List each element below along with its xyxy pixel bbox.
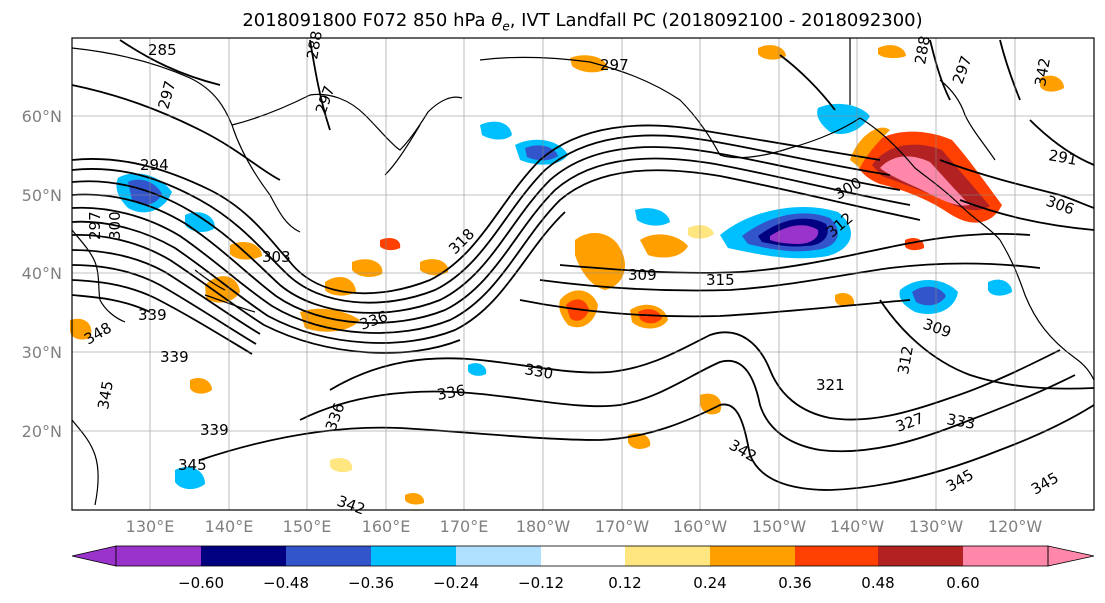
contour-label: 336 (436, 381, 467, 404)
colorbar-tick-label: 0.48 (861, 574, 894, 592)
contour-label: 297 (600, 56, 629, 74)
title-prefix: 2018091800 F072 850 hPa (242, 10, 492, 31)
colorbar-tick-label: −0.60 (178, 574, 224, 592)
lat-label: 20°N (22, 422, 62, 441)
lat-label: 60°N (22, 107, 62, 126)
contour-label: 300 (106, 211, 124, 240)
longitude-labels: 130°E 140°E 150°E 160°E 170°E 180°W 170°… (126, 517, 1043, 536)
colorbar-tick-label: 0.12 (608, 574, 641, 592)
lon-label: 180°W (516, 517, 571, 536)
lon-label: 140°W (830, 517, 885, 536)
contour-label: 330 (523, 360, 554, 383)
latitude-labels: 60°N 50°N 40°N 30°N 20°N (22, 107, 62, 441)
lon-label: 170°W (595, 517, 650, 536)
contour-label: 294 (140, 156, 169, 174)
contour-label: 339 (160, 348, 189, 366)
colorbar-segment (286, 546, 371, 566)
lat-label: 50°N (22, 186, 62, 205)
map-frame (71, 37, 1095, 511)
lon-label: 130°W (909, 517, 964, 536)
colorbar-segment (116, 546, 201, 566)
lon-label: 150°W (752, 517, 807, 536)
grid-lines (72, 38, 1094, 510)
lon-label: 160°E (362, 517, 411, 536)
colorbar-segment (456, 546, 541, 566)
contour-label: 303 (262, 248, 291, 266)
contour-label: 339 (138, 306, 167, 324)
contour-label: 345 (178, 456, 207, 474)
colorbar-tick-label: −0.12 (518, 574, 564, 592)
contour-label: 291 (1047, 146, 1078, 169)
title-suffix: , IVT Landfall PC (2018092100 - 20180923… (509, 10, 923, 31)
lat-label: 40°N (22, 264, 62, 283)
colorbar-tick-label: 0.36 (778, 574, 811, 592)
contour-label: 339 (200, 421, 229, 439)
colorbar-segment (371, 546, 456, 566)
coastline-map (71, 38, 1095, 506)
colorbar-segment (878, 546, 963, 566)
title-theta-e: θe (491, 10, 510, 34)
lon-label: 130°E (126, 517, 175, 536)
colorbar-segment (963, 546, 1048, 566)
colorbar-tick-label: −0.24 (433, 574, 479, 592)
colorbar-segment (625, 546, 710, 566)
contour-label: 297 (86, 211, 104, 240)
colorbar-frame (115, 545, 1049, 567)
colorbar-tick-label: −0.48 (263, 574, 309, 592)
colorbar-tick-label: −0.36 (348, 574, 394, 592)
colorbar-tick-label: 0.60 (946, 574, 979, 592)
lon-label: 140°E (205, 517, 254, 536)
contour-label: 321 (816, 376, 845, 394)
lon-label: 150°E (283, 517, 332, 536)
lon-label: 170°E (440, 517, 489, 536)
contour-label: 345 (94, 379, 117, 410)
lon-label: 160°W (673, 517, 728, 536)
colorbar-segment (710, 546, 795, 566)
contour-label: 315 (706, 271, 735, 289)
contour-label: 288 (911, 34, 934, 65)
colorbar-tick-label: 0.24 (693, 574, 726, 592)
colorbar-segment (201, 546, 286, 566)
plot-title: 2018091800 F072 850 hPa θe, IVT Landfall… (0, 10, 1105, 34)
contour-label: 285 (148, 41, 177, 59)
contour-label: 288 (303, 29, 326, 60)
colorbar-segment (795, 546, 878, 566)
contour-label: 312 (894, 344, 917, 375)
lon-label: 120°W (988, 517, 1043, 536)
colorbar-segment (541, 546, 625, 566)
lat-label: 30°N (22, 343, 62, 362)
contour-label: 342 (1031, 56, 1054, 87)
contour-label: 333 (945, 410, 976, 433)
colorbar: −0.60 −0.48 −0.36 −0.24 −0.12 0.12 0.24 … (71, 545, 1095, 592)
colorbar-extend-low (71, 545, 117, 567)
colorbar-extend-high (1047, 545, 1095, 567)
contour-label: 309 (628, 266, 657, 284)
theta-e-contours (71, 39, 1095, 491)
